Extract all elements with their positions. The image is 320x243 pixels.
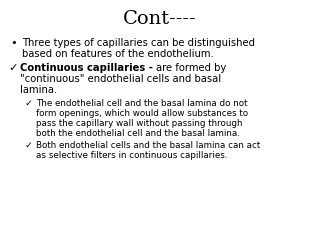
Text: "continuous" endothelial cells and basal: "continuous" endothelial cells and basal bbox=[20, 74, 221, 84]
Text: ✓: ✓ bbox=[25, 99, 33, 108]
Text: as selective filters in continuous capillaries.: as selective filters in continuous capil… bbox=[36, 151, 228, 160]
Text: Both endothelial cells and the basal lamina can act: Both endothelial cells and the basal lam… bbox=[36, 141, 260, 150]
Text: The endothelial cell and the basal lamina do not: The endothelial cell and the basal lamin… bbox=[36, 99, 247, 108]
Text: based on features of the endothelium.: based on features of the endothelium. bbox=[22, 49, 214, 59]
Text: ✓: ✓ bbox=[8, 63, 18, 73]
Text: both the endothelial cell and the basal lamina.: both the endothelial cell and the basal … bbox=[36, 129, 240, 138]
Text: pass the capillary wall without passing through: pass the capillary wall without passing … bbox=[36, 119, 243, 128]
Text: lamina.: lamina. bbox=[20, 85, 57, 95]
Text: ✓: ✓ bbox=[25, 141, 33, 150]
Text: •: • bbox=[10, 38, 17, 48]
Text: are formed by: are formed by bbox=[156, 63, 227, 73]
Text: Continuous capillaries -: Continuous capillaries - bbox=[20, 63, 156, 73]
Text: Cont----: Cont---- bbox=[123, 10, 197, 28]
Text: form openings, which would allow substances to: form openings, which would allow substan… bbox=[36, 109, 248, 118]
Text: Three types of capillaries can be distinguished: Three types of capillaries can be distin… bbox=[22, 38, 255, 48]
